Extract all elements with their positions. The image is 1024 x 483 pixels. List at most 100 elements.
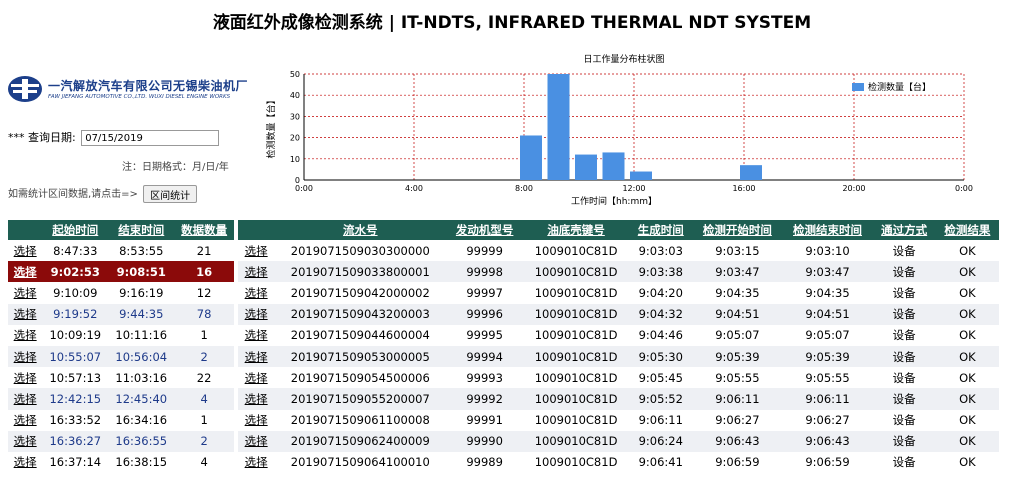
select-link[interactable]: 选择 bbox=[8, 409, 43, 431]
detect-end-time: 9:04:51 bbox=[782, 303, 873, 325]
create-time: 9:06:41 bbox=[629, 451, 693, 474]
table-row: 选择 2019071509055200007 99992 1009010C81D 9:0… bbox=[238, 388, 999, 410]
right-col-header[interactable]: 检测开始时间 bbox=[692, 220, 783, 240]
engine-model: 99991 bbox=[446, 409, 523, 431]
oil-pan-key: 1009010C81D bbox=[522, 451, 630, 474]
y-tick-label: 10 bbox=[290, 155, 300, 164]
detect-start-time: 9:06:11 bbox=[692, 388, 783, 410]
end-time: 16:36:55 bbox=[108, 430, 175, 452]
create-time: 9:03:03 bbox=[629, 240, 693, 262]
right-col-header[interactable]: 油底壳键号 bbox=[522, 220, 630, 240]
select-link[interactable]: 选择 bbox=[238, 324, 275, 346]
x-tick-label: 0:00 bbox=[295, 184, 313, 193]
start-time: 10:55:07 bbox=[42, 345, 109, 368]
bar-8 bbox=[520, 135, 542, 180]
engine-model: 99998 bbox=[446, 261, 523, 283]
company-logo: 一汽解放汽车有限公司无锡柴油机厂 FAW JIEFANG AUTOMOTIVE … bbox=[8, 76, 248, 106]
table-row[interactable]: 选择 9:19:52 9:44:35 78 bbox=[8, 303, 234, 325]
select-link[interactable]: 选择 bbox=[8, 388, 43, 410]
engine-model: 99994 bbox=[446, 345, 523, 368]
time-range-table-header: 起始时间 结束时间 数据数量 bbox=[8, 220, 234, 240]
create-time: 9:03:38 bbox=[629, 261, 693, 283]
right-col-header[interactable]: 检测结果 bbox=[935, 220, 999, 240]
table-row[interactable]: 选择 16:37:14 16:38:15 4 bbox=[8, 451, 234, 474]
engine-model: 99997 bbox=[446, 282, 523, 304]
select-link[interactable]: 选择 bbox=[8, 282, 43, 304]
table-row[interactable]: 选择 8:47:33 8:53:55 21 bbox=[8, 240, 234, 262]
record-table-header: 流水号 发动机型号 油底壳键号 生成时间 检测开始时间 检测结束时间 通过方式 检测结果 bbox=[238, 220, 999, 240]
select-link[interactable]: 选择 bbox=[238, 240, 275, 262]
left-col-header[interactable]: 结束时间 bbox=[108, 220, 175, 240]
detect-result: OK bbox=[935, 409, 999, 431]
select-link[interactable]: 选择 bbox=[8, 367, 43, 389]
pass-mode: 设备 bbox=[872, 430, 936, 452]
select-link[interactable]: 选择 bbox=[238, 430, 275, 452]
table-row[interactable]: 选择 9:02:53 9:08:51 16 bbox=[8, 261, 234, 283]
select-link[interactable]: 选择 bbox=[238, 282, 275, 304]
engine-model: 99992 bbox=[446, 388, 523, 410]
serial-no: 2019071509044600004 bbox=[274, 324, 447, 346]
detect-end-time: 9:05:07 bbox=[782, 324, 873, 346]
serial-no: 2019071509062400009 bbox=[274, 430, 447, 452]
select-link[interactable]: 选择 bbox=[8, 303, 43, 325]
table-row[interactable]: 选择 16:33:52 16:34:16 1 bbox=[8, 409, 234, 431]
x-tick-label: 20:00 bbox=[842, 184, 865, 193]
time-range-table: 起始时间 结束时间 数据数量 选择 8:47:33 8:53:55 21 选择 9:02:53… bbox=[8, 220, 234, 474]
detect-result: OK bbox=[935, 430, 999, 452]
select-link[interactable]: 选择 bbox=[238, 261, 275, 283]
create-time: 9:06:11 bbox=[629, 409, 693, 431]
table-row: 选择 2019071509054500006 99993 1009010C81D 9:0… bbox=[238, 367, 999, 389]
detect-start-time: 9:06:59 bbox=[692, 451, 783, 474]
detect-result: OK bbox=[935, 282, 999, 304]
y-tick-label: 20 bbox=[290, 134, 300, 143]
detect-end-time: 9:05:39 bbox=[782, 345, 873, 368]
legend-swatch bbox=[852, 83, 864, 91]
end-time: 9:08:51 bbox=[108, 261, 175, 283]
oil-pan-key: 1009010C81D bbox=[522, 324, 630, 346]
right-col-header[interactable]: 检测结束时间 bbox=[782, 220, 873, 240]
left-col-header[interactable]: 数据数量 bbox=[174, 220, 234, 240]
detect-end-time: 9:06:27 bbox=[782, 409, 873, 431]
range-stat-button[interactable]: 区间统计 bbox=[143, 185, 198, 203]
select-link[interactable]: 选择 bbox=[238, 367, 275, 389]
table-row[interactable]: 选择 16:36:27 16:36:55 2 bbox=[8, 430, 234, 452]
table-row[interactable]: 选择 10:09:19 10:11:16 1 bbox=[8, 324, 234, 346]
detect-result: OK bbox=[935, 303, 999, 325]
select-link[interactable]: 选择 bbox=[8, 261, 43, 283]
select-link[interactable]: 选择 bbox=[238, 451, 275, 474]
right-col-header bbox=[238, 220, 275, 240]
range-prompt: 如需统计区间数据,请点击=> bbox=[8, 189, 138, 200]
create-time: 9:05:30 bbox=[629, 345, 693, 368]
select-link[interactable]: 选择 bbox=[8, 345, 43, 368]
x-tick-label: 8:00 bbox=[515, 184, 533, 193]
detect-end-time: 9:06:43 bbox=[782, 430, 873, 452]
detect-result: OK bbox=[935, 261, 999, 283]
x-axis-label: 工作时间【hh:mm】 bbox=[571, 195, 657, 207]
date-format-hint: 注：日期格式：月/日/年 bbox=[122, 162, 229, 173]
table-row: 选择 2019071509042000002 99997 1009010C81D 9:0… bbox=[238, 282, 999, 304]
select-link[interactable]: 选择 bbox=[238, 303, 275, 325]
select-link[interactable]: 选择 bbox=[8, 451, 43, 474]
right-col-header[interactable]: 发动机型号 bbox=[446, 220, 523, 240]
right-col-header[interactable]: 通过方式 bbox=[872, 220, 936, 240]
table-row[interactable]: 选择 9:10:09 9:16:19 12 bbox=[8, 282, 234, 304]
table-row[interactable]: 选择 12:42:15 12:45:40 4 bbox=[8, 388, 234, 410]
data-count: 1 bbox=[174, 409, 234, 431]
select-link[interactable]: 选择 bbox=[8, 240, 43, 262]
select-link[interactable]: 选择 bbox=[8, 430, 43, 452]
left-col-header[interactable]: 起始时间 bbox=[42, 220, 109, 240]
detect-result: OK bbox=[935, 451, 999, 474]
right-col-header[interactable]: 流水号 bbox=[274, 220, 447, 240]
pass-mode: 设备 bbox=[872, 240, 936, 262]
select-link[interactable]: 选择 bbox=[238, 345, 275, 368]
table-row[interactable]: 选择 10:57:13 11:03:16 22 bbox=[8, 367, 234, 389]
table-row: 选择 2019071509033800001 99998 1009010C81D 9:0… bbox=[238, 261, 999, 283]
query-date-input[interactable] bbox=[81, 130, 220, 146]
select-link[interactable]: 选择 bbox=[238, 409, 275, 431]
select-link[interactable]: 选择 bbox=[8, 324, 43, 346]
left-col-header bbox=[8, 220, 43, 240]
table-row[interactable]: 选择 10:55:07 10:56:04 2 bbox=[8, 345, 234, 368]
end-time: 9:44:35 bbox=[108, 303, 175, 325]
select-link[interactable]: 选择 bbox=[238, 388, 275, 410]
right-col-header[interactable]: 生成时间 bbox=[629, 220, 693, 240]
